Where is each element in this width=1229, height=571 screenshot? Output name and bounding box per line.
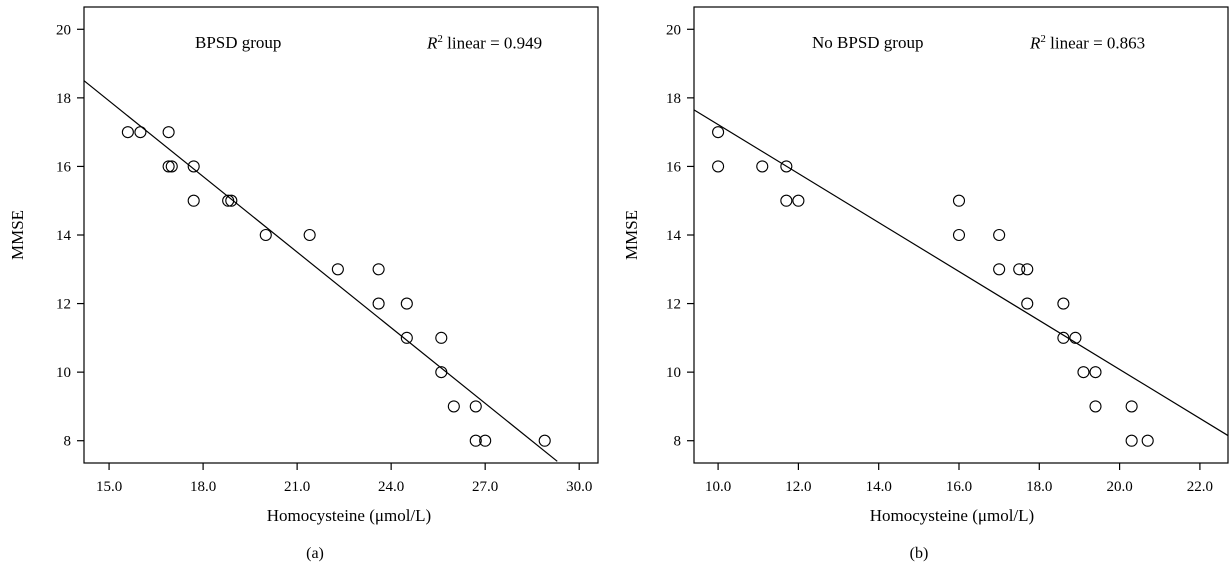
data-point-a	[372, 263, 385, 276]
y-axis-label-b: MMSE	[622, 210, 641, 260]
fit-line-b	[693, 109, 1229, 437]
data-point-a	[400, 331, 413, 344]
scatter-plot-a: 15.0 18.0 21.0 24.0 27.0 30.0 8 10 12 14 16 18 20 Hom…	[8, 6, 599, 525]
r2-superscript-a: 2	[437, 33, 443, 45]
r2-annotation-b: R2 linear = 0.863	[1030, 33, 1145, 54]
data-point-a	[372, 297, 385, 310]
x-tick-label-a: 27.0	[472, 479, 498, 495]
y-tick-label-b: 14	[666, 228, 682, 244]
data-point-b	[712, 126, 725, 139]
x-tick-label-a: 21.0	[284, 479, 310, 495]
y-axis-label-a: MMSE	[8, 210, 27, 260]
y-tick-label-a: 20	[56, 22, 71, 38]
data-point-b	[993, 263, 1006, 276]
data-point-b	[1069, 331, 1082, 344]
data-point-a	[225, 194, 238, 207]
data-point-a	[187, 160, 200, 173]
y-tick-label-a: 12	[56, 297, 71, 313]
r2-symbol-a: R	[427, 33, 438, 53]
y-tick-label-b: 18	[666, 91, 681, 107]
scatter-panel-b: 10.0 12.0 14.0 16.0 18.0 20.0 22.0 8 10 12 14 16 18 2…	[614, 0, 1229, 571]
data-point-a	[538, 434, 551, 447]
x-axis-label-b: Homocysteine (μmol/L)	[870, 506, 1034, 525]
data-point-a	[469, 434, 482, 447]
x-tick-label-a: 18.0	[190, 479, 216, 495]
x-tick-label-b: 14.0	[866, 479, 892, 495]
data-point-a	[162, 126, 175, 139]
y-tick-label-b: 16	[666, 159, 682, 175]
data-point-b	[1089, 366, 1102, 379]
data-point-a	[435, 331, 448, 344]
x-tick-label-b: 16.0	[946, 479, 972, 495]
r2-annotation-a: R2 linear = 0.949	[427, 33, 542, 54]
x-tick-label-b: 18.0	[1026, 479, 1052, 495]
data-point-a	[400, 297, 413, 310]
panel-label-b: (b)	[909, 545, 929, 562]
plot-frame-b	[693, 6, 1229, 464]
data-point-a	[162, 160, 175, 173]
panel-label-a: (a)	[306, 545, 324, 562]
y-tick-label-b: 20	[666, 22, 681, 38]
x-tick-label-a: 30.0	[566, 479, 592, 495]
y-tick-label-b: 12	[666, 297, 681, 313]
data-point-b	[780, 160, 793, 173]
data-point-b	[712, 160, 725, 173]
r2-value-a: linear = 0.949	[442, 33, 543, 53]
data-point-a	[134, 126, 147, 139]
y-tick-label-a: 14	[56, 228, 72, 244]
data-point-b	[1089, 400, 1102, 413]
data-point-a	[479, 434, 492, 447]
y-tick-label-b: 10	[666, 365, 681, 381]
x-axis-label-a: Homocysteine (μmol/L)	[267, 506, 431, 525]
r2-value-b: linear = 0.863	[1045, 33, 1146, 53]
fit-line-a	[83, 80, 558, 462]
group-label-a: BPSD group	[195, 33, 282, 52]
y-tick-label-b: 8	[674, 434, 682, 450]
data-point-b	[1141, 434, 1154, 447]
data-point-b	[1077, 366, 1090, 379]
y-tick-label-a: 16	[56, 159, 72, 175]
data-point-a	[165, 160, 178, 173]
data-point-b	[1125, 434, 1138, 447]
x-tick-label-a: 24.0	[378, 479, 404, 495]
data-point-b	[792, 194, 805, 207]
data-point-a	[259, 228, 272, 242]
data-point-b	[780, 194, 793, 207]
x-tick-label-b: 22.0	[1187, 479, 1213, 495]
r2-superscript-b: 2	[1040, 33, 1046, 45]
x-tick-label-b: 20.0	[1106, 479, 1132, 495]
data-point-b	[993, 228, 1006, 242]
x-tick-label-a: 15.0	[96, 479, 122, 495]
y-tick-label-a: 10	[56, 365, 71, 381]
data-point-b	[1057, 331, 1070, 344]
data-point-b	[756, 160, 769, 173]
data-point-a	[303, 228, 316, 242]
plot-frame-a	[83, 6, 599, 464]
data-point-b	[1125, 400, 1138, 413]
data-point-b	[952, 194, 966, 207]
data-point-a	[121, 126, 134, 139]
group-label-b: No BPSD group	[812, 33, 924, 52]
data-point-b	[1013, 263, 1026, 276]
data-point-b	[1057, 297, 1070, 310]
y-tick-label-a: 18	[56, 91, 71, 107]
r2-symbol-b: R	[1030, 33, 1041, 53]
data-point-a	[435, 366, 448, 379]
scatter-plot-b: 10.0 12.0 14.0 16.0 18.0 20.0 22.0 8 10 12 14 16 18 2…	[622, 6, 1229, 525]
data-point-b	[952, 228, 966, 242]
data-point-a	[331, 263, 344, 276]
data-point-a	[222, 194, 235, 207]
x-tick-label-b: 10.0	[705, 479, 731, 495]
data-point-a	[187, 194, 200, 207]
data-point-a	[447, 400, 460, 413]
data-point-b	[1021, 297, 1034, 310]
data-point-a	[469, 400, 482, 413]
y-tick-label-a: 8	[64, 434, 72, 450]
x-tick-label-b: 12.0	[785, 479, 811, 495]
data-point-b	[1021, 263, 1034, 276]
scatter-panel-a: 15.0 18.0 21.0 24.0 27.0 30.0 8 10 12 14 16 18 20 Hom…	[0, 0, 614, 571]
